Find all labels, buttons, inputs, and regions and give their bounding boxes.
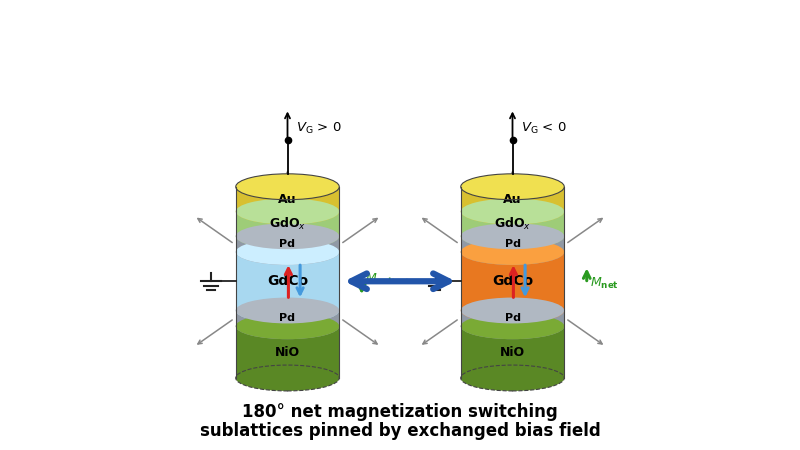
Text: GdCo: GdCo <box>267 274 308 288</box>
Ellipse shape <box>461 239 564 265</box>
Ellipse shape <box>236 223 339 249</box>
Bar <box>236 310 339 326</box>
Text: $\mathit{V}_\mathregular{G}$ > 0: $\mathit{V}_\mathregular{G}$ > 0 <box>296 121 342 136</box>
Text: GdO$_x$: GdO$_x$ <box>269 216 306 232</box>
Bar <box>461 212 564 236</box>
Bar <box>461 236 564 252</box>
Text: $\mathit{V}_\mathregular{G}$ < 0: $\mathit{V}_\mathregular{G}$ < 0 <box>521 121 566 136</box>
Text: $M_\mathregular{net}$: $M_\mathregular{net}$ <box>366 271 394 287</box>
Ellipse shape <box>461 198 564 225</box>
Ellipse shape <box>461 239 564 265</box>
Ellipse shape <box>236 223 339 249</box>
Ellipse shape <box>461 297 564 324</box>
Ellipse shape <box>236 239 339 265</box>
Bar <box>236 212 339 236</box>
Ellipse shape <box>461 174 564 200</box>
Text: GdO$_x$: GdO$_x$ <box>494 216 531 232</box>
Bar <box>461 252 564 310</box>
Bar <box>461 310 564 326</box>
Ellipse shape <box>236 313 339 339</box>
Text: Pd: Pd <box>505 313 521 324</box>
Ellipse shape <box>236 365 339 391</box>
Bar <box>461 326 564 378</box>
Text: Au: Au <box>503 193 522 206</box>
Ellipse shape <box>236 313 339 339</box>
Text: $M_\mathregular{net}$: $M_\mathregular{net}$ <box>590 276 619 291</box>
Ellipse shape <box>461 223 564 249</box>
Bar <box>236 252 339 310</box>
Text: NiO: NiO <box>275 346 300 359</box>
Ellipse shape <box>236 297 339 324</box>
Text: 180° net magnetization switching: 180° net magnetization switching <box>242 403 558 421</box>
Ellipse shape <box>461 313 564 339</box>
Ellipse shape <box>461 313 564 339</box>
Text: sublattices pinned by exchanged bias field: sublattices pinned by exchanged bias fie… <box>200 422 600 440</box>
Bar <box>236 326 339 378</box>
Ellipse shape <box>236 239 339 265</box>
Ellipse shape <box>236 198 339 225</box>
Text: Pd: Pd <box>279 239 295 249</box>
Ellipse shape <box>236 297 339 324</box>
Ellipse shape <box>461 198 564 225</box>
Bar <box>236 187 339 212</box>
Ellipse shape <box>461 223 564 249</box>
Ellipse shape <box>236 198 339 225</box>
Text: Pd: Pd <box>505 239 521 249</box>
Bar <box>461 187 564 212</box>
Ellipse shape <box>236 174 339 200</box>
Ellipse shape <box>461 365 564 391</box>
Text: Pd: Pd <box>279 313 295 324</box>
Bar <box>236 236 339 252</box>
Ellipse shape <box>461 297 564 324</box>
Text: NiO: NiO <box>500 346 525 359</box>
Text: GdCo: GdCo <box>492 274 533 288</box>
Text: Au: Au <box>278 193 297 206</box>
